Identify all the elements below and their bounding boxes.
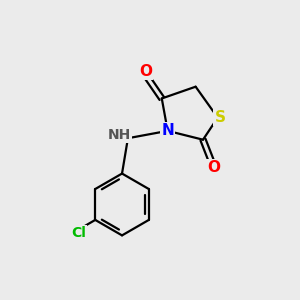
Text: N: N — [161, 123, 174, 138]
Text: Cl: Cl — [71, 226, 86, 240]
Text: S: S — [214, 110, 226, 125]
Text: NH: NH — [108, 128, 131, 142]
Text: O: O — [207, 160, 220, 175]
Text: O: O — [139, 64, 152, 79]
